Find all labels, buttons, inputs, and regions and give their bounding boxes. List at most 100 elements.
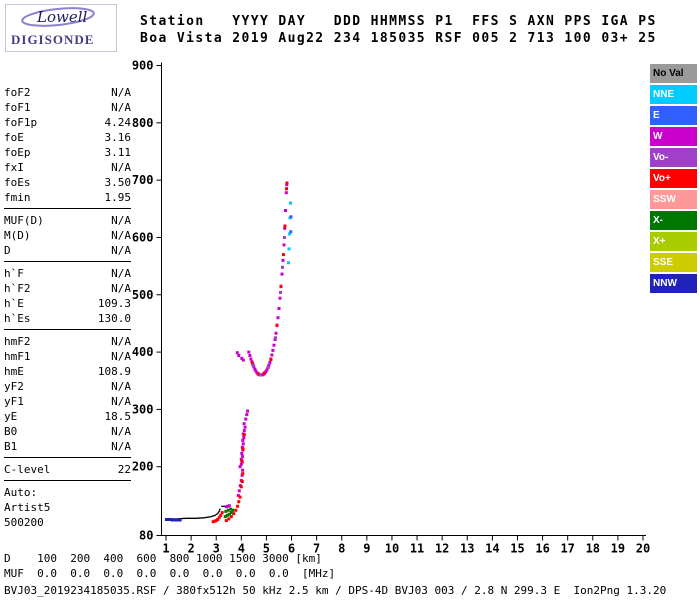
- param-label: h`F2: [4, 282, 31, 295]
- series-W: [224, 183, 289, 509]
- param-label: foF1p: [4, 116, 38, 129]
- param-label: B1: [4, 440, 18, 453]
- y-tick-label: 300: [132, 402, 154, 416]
- param-value: N/A: [111, 214, 131, 227]
- header-station-values: Boa Vista 2019 Aug22 234 185035 RSF 005 …: [140, 31, 657, 46]
- y-tick-label: 400: [132, 345, 154, 359]
- param-row: yE 18.5: [4, 409, 131, 424]
- doppler-legend: No Val NNE E W Vo- Vo+ SSW X- X+ SSE NNW: [650, 64, 697, 295]
- series-NNW: [165, 518, 182, 522]
- legend-item-w: W: [650, 127, 697, 146]
- series-Vo+: [211, 181, 289, 524]
- y-tick-label: 200: [132, 460, 154, 474]
- param-value: 4.24: [104, 116, 132, 129]
- param-row: yF2 N/A: [4, 379, 131, 394]
- param-label: foF2: [4, 86, 31, 99]
- series-E: [289, 215, 293, 234]
- param-row: foEp 3.11: [4, 145, 131, 160]
- param-row: fmin 1.95: [4, 190, 131, 205]
- param-value: 3.50: [104, 176, 132, 189]
- param-value: N/A: [111, 244, 131, 257]
- x-tick-label: 11: [410, 542, 424, 556]
- param-value: N/A: [111, 395, 131, 408]
- distance-row: D 100 200 400 600 800 1000 1500 3000 [km…: [4, 552, 322, 565]
- param-group: foF2 N/A foF1 N/A foF1p 4.24 foE 3.16 foEp 3.11 fx…: [4, 85, 131, 209]
- param-row: hmF2 N/A: [4, 334, 131, 349]
- param-group: hmF2 N/A hmF1 N/A hmE 108.9 yF2 N/A yF1 N/A yE 18.5…: [4, 334, 131, 458]
- header-column-titles: Station YYYY DAY DDD HHMMSS P1 FFS S AXN…: [140, 14, 657, 29]
- legend-item-sse: SSE: [650, 253, 697, 272]
- x-tick-label: 13: [460, 542, 474, 556]
- y-tick-label: 900: [132, 59, 154, 73]
- x-tick-label: 8: [338, 542, 345, 556]
- param-value: N/A: [111, 86, 131, 99]
- status-line: BVJ03_2019234185035.RSF / 380fx512h 50 k…: [4, 584, 667, 597]
- legend-item-nnw: NNW: [650, 274, 697, 293]
- legend-item-x-: X-: [650, 211, 697, 230]
- series-X-: [223, 507, 235, 519]
- param-row: MUF(D) N/A: [4, 213, 131, 228]
- artist-trace: [166, 508, 221, 520]
- legend-item-vo-: Vo+: [650, 169, 697, 188]
- x-tick-label: 20: [636, 542, 650, 556]
- param-label: fmin: [4, 191, 31, 204]
- param-row: hmF1 N/A: [4, 349, 131, 364]
- param-group: C-level 22: [4, 462, 131, 481]
- legend-item-ssw: SSW: [650, 190, 697, 209]
- param-row: h`F N/A: [4, 266, 131, 281]
- param-value: N/A: [111, 161, 131, 174]
- param-value: 130.0: [97, 312, 131, 325]
- param-label: D: [4, 244, 11, 257]
- param-row: D N/A: [4, 243, 131, 258]
- param-row: hmE 108.9: [4, 364, 131, 379]
- y-tick-label: 700: [132, 173, 154, 187]
- param-row: fxI N/A: [4, 160, 131, 175]
- x-tick-label: 9: [363, 542, 370, 556]
- y-tick-label: 600: [132, 230, 154, 244]
- y-tick-label: 80: [139, 529, 153, 543]
- series-Vo-: [251, 236, 286, 377]
- param-row: Artist5: [4, 500, 131, 515]
- digisonde-logo: Lowell DIGISONDE: [5, 4, 117, 52]
- param-value: N/A: [111, 229, 131, 242]
- x-tick-label: 16: [535, 542, 549, 556]
- param-label: yE: [4, 410, 18, 423]
- param-row: 500200: [4, 515, 131, 530]
- param-row: B0 N/A: [4, 424, 131, 439]
- param-label: fxI: [4, 161, 24, 174]
- param-value: 1.95: [104, 191, 132, 204]
- y-tick-label: 500: [132, 288, 154, 302]
- series-NNE: [287, 201, 292, 265]
- y-tick-label: 800: [132, 116, 154, 130]
- param-label: h`Es: [4, 312, 31, 325]
- param-label: MUF(D): [4, 214, 44, 227]
- param-value: N/A: [111, 335, 131, 348]
- param-value: 18.5: [104, 410, 132, 423]
- param-row: h`F2 N/A: [4, 281, 131, 296]
- param-row: h`Es 130.0: [4, 311, 131, 326]
- param-label: hmF2: [4, 335, 31, 348]
- legend-item-no-val: No Val: [650, 64, 697, 83]
- param-group: h`F N/A h`F2 N/A h`E 109.3 h`Es 130.0: [4, 266, 131, 330]
- param-row: M(D) N/A: [4, 228, 131, 243]
- param-value: N/A: [111, 380, 131, 393]
- param-row: foF2 N/A: [4, 85, 131, 100]
- logo-product-text: DIGISONDE: [11, 32, 95, 47]
- legend-item-nne: NNE: [650, 85, 697, 104]
- param-value: N/A: [111, 350, 131, 363]
- x-tick-label: 19: [611, 542, 625, 556]
- param-group: MUF(D) N/A M(D) N/A D N/A: [4, 213, 131, 262]
- param-value: 109.3: [97, 297, 131, 310]
- param-row: B1 N/A: [4, 439, 131, 454]
- param-row: C-level 22: [4, 462, 131, 477]
- param-label: Artist5: [4, 501, 51, 514]
- param-label: foF1: [4, 101, 31, 114]
- param-label: hmE: [4, 365, 24, 378]
- param-label: h`E: [4, 297, 24, 310]
- x-tick-label: 17: [560, 542, 574, 556]
- param-label: foEs: [4, 176, 31, 189]
- param-row: h`E 109.3: [4, 296, 131, 311]
- param-label: M(D): [4, 229, 31, 242]
- param-label: foEp: [4, 146, 31, 159]
- param-label: h`F: [4, 267, 24, 280]
